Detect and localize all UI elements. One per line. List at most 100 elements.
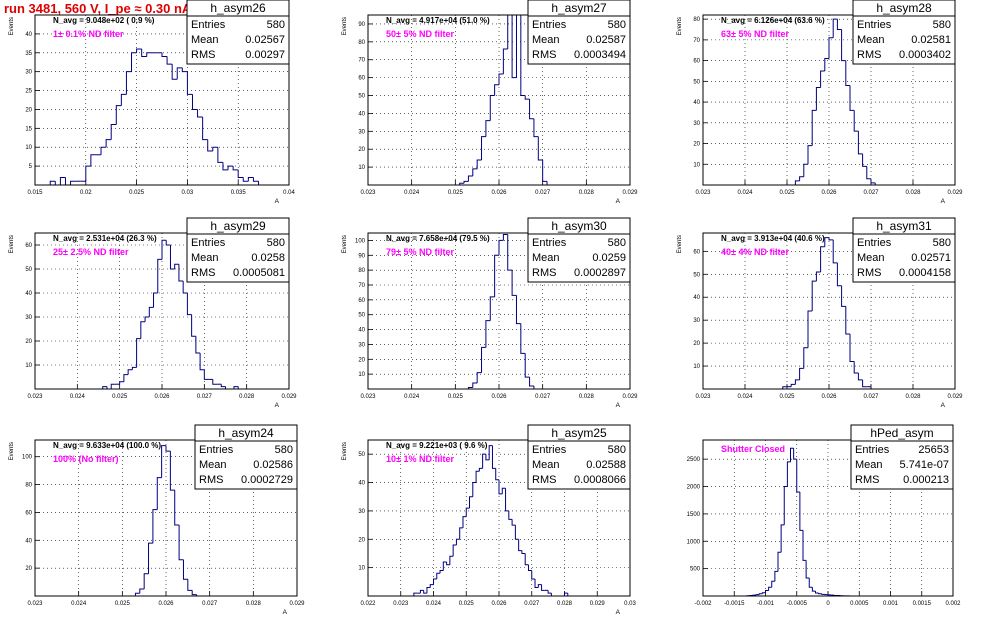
histogram-bin xyxy=(459,182,465,185)
histogram-bin xyxy=(463,180,469,184)
histogram-bin xyxy=(485,120,491,137)
stats-label-rms: RMS xyxy=(532,267,556,279)
histogram-bin xyxy=(178,264,184,282)
histogram-bin xyxy=(85,165,91,182)
histogram-name: h_asym30 xyxy=(551,219,607,233)
y-tick-label: 60 xyxy=(25,243,32,249)
filter-annotation: 1± 0.1% ND filter xyxy=(53,29,124,39)
x-tick-label: 0.023 xyxy=(360,394,376,400)
histogram-bin xyxy=(148,542,153,574)
x-tick-label: 0.025 xyxy=(448,394,464,400)
histogram-bin xyxy=(171,64,178,80)
histogram-bin xyxy=(212,379,218,385)
y-tick-label: 40 xyxy=(25,32,32,38)
histogram-bin xyxy=(537,136,543,161)
histogram-bin xyxy=(841,285,846,307)
x-tick-label: 0.028 xyxy=(905,394,921,400)
histogram-bin xyxy=(140,321,146,339)
x-tick-label: 0.001 xyxy=(883,601,899,607)
histogram-bin xyxy=(161,239,167,260)
stats-value-rms: 0.000213 xyxy=(903,474,949,486)
histogram-bin xyxy=(546,181,552,186)
histogram-bin xyxy=(153,292,158,308)
histogram-bin xyxy=(515,295,521,325)
y-tick-label: 40 xyxy=(358,481,365,487)
stats-box: h_asym26 Entries 580 Mean 0.02567 RMS 0.00297 xyxy=(186,0,290,65)
stats-label-entries: Entries xyxy=(199,444,234,456)
navg-label: N_avg = 4.917e+04 (51.0 %) xyxy=(386,16,490,25)
histogram-bin xyxy=(212,146,218,151)
x-tick-label: 0.024 xyxy=(737,190,753,196)
histogram-bin xyxy=(426,586,431,594)
histogram-bin xyxy=(119,381,124,385)
stats-label-mean: Mean xyxy=(532,459,560,471)
histogram-name: h_asym25 xyxy=(551,426,607,440)
x-axis-label: A xyxy=(275,402,280,409)
histogram-bin xyxy=(70,180,76,185)
x-tick-label: 0.027 xyxy=(863,394,879,400)
histogram-bin xyxy=(182,559,188,580)
histogram-bin xyxy=(828,37,834,59)
filter-annotation: 25± 2.5% ND filter xyxy=(53,247,129,257)
histogram-bin xyxy=(805,560,810,579)
histogram-bin xyxy=(508,510,513,520)
histogram-bin xyxy=(529,377,534,387)
histogram-bin xyxy=(187,579,193,591)
y-axis-label: Events xyxy=(342,235,348,253)
x-tick-label: 0 xyxy=(826,601,830,607)
x-tick-label: 0.023 xyxy=(27,394,43,400)
x-tick-label: 0.028 xyxy=(905,190,921,196)
x-tick-label: 0.028 xyxy=(557,601,573,607)
histogram-bin xyxy=(501,487,506,494)
filter-annotation: 79± 5% ND filter xyxy=(386,247,454,257)
histogram-bin xyxy=(866,166,871,180)
stats-box-frame xyxy=(852,217,956,283)
x-tick-label: 0.028 xyxy=(579,394,595,400)
stats-label-mean: Mean xyxy=(532,34,560,46)
histogram-bin xyxy=(564,592,568,596)
y-axis-label: Events xyxy=(342,17,348,35)
stats-value-entries: 580 xyxy=(608,237,626,249)
x-tick-label: 0.025 xyxy=(779,394,795,400)
x-tick-label: -0.0005 xyxy=(787,601,808,607)
histogram-bin xyxy=(148,306,154,317)
y-tick-label: 60 xyxy=(25,510,32,516)
stats-label-entries: Entries xyxy=(191,19,226,31)
y-tick-label: 500 xyxy=(690,567,701,573)
stats-box: h_asym31 Entries 580 Mean 0.02571 RMS 0.000415… xyxy=(852,217,956,283)
histogram-bin xyxy=(808,577,813,588)
y-tick-label: 60 xyxy=(358,298,365,304)
x-tick-label: 0.029 xyxy=(590,601,606,607)
histogram-bin xyxy=(498,73,504,85)
histogram-bin xyxy=(182,281,188,294)
x-tick-label: 0.026 xyxy=(821,190,837,196)
x-tick-label: 0.0015 xyxy=(913,601,932,607)
histogram-bin xyxy=(502,233,508,241)
histogram-bin xyxy=(870,178,876,184)
stats-value-entries: 580 xyxy=(267,19,285,31)
histogram-bin xyxy=(815,87,821,111)
stats-value-entries: 25653 xyxy=(918,444,949,456)
histogram-bin xyxy=(127,369,133,375)
x-axis-label: A xyxy=(616,198,621,205)
x-tick-label: -0.002 xyxy=(694,601,712,607)
histogram-panel: 0.023 0.024 0.025 0.026 0.027 0.028 0.029 10 20 3… xyxy=(342,0,638,205)
x-tick-label: 0.026 xyxy=(491,190,507,196)
histogram-bin xyxy=(141,49,147,58)
histogram-bin xyxy=(481,346,486,373)
histogram-bin xyxy=(247,176,254,182)
plot-frame xyxy=(34,439,298,597)
y-tick-label: 20 xyxy=(25,107,32,113)
y-tick-label: 50 xyxy=(358,94,365,100)
y-tick-label: 50 xyxy=(693,79,700,85)
histogram-bin xyxy=(90,154,96,167)
histogram-bin xyxy=(476,159,482,169)
x-tick-label: 0.027 xyxy=(202,601,218,607)
x-tick-label: 0.029 xyxy=(622,394,638,400)
histogram-bin xyxy=(220,384,226,388)
x-tick-label: 0.024 xyxy=(404,190,420,196)
y-tick-label: 15 xyxy=(25,126,32,132)
x-tick-label: 0.024 xyxy=(404,394,420,400)
histogram-bin xyxy=(165,445,171,452)
histogram-bin xyxy=(790,383,796,387)
